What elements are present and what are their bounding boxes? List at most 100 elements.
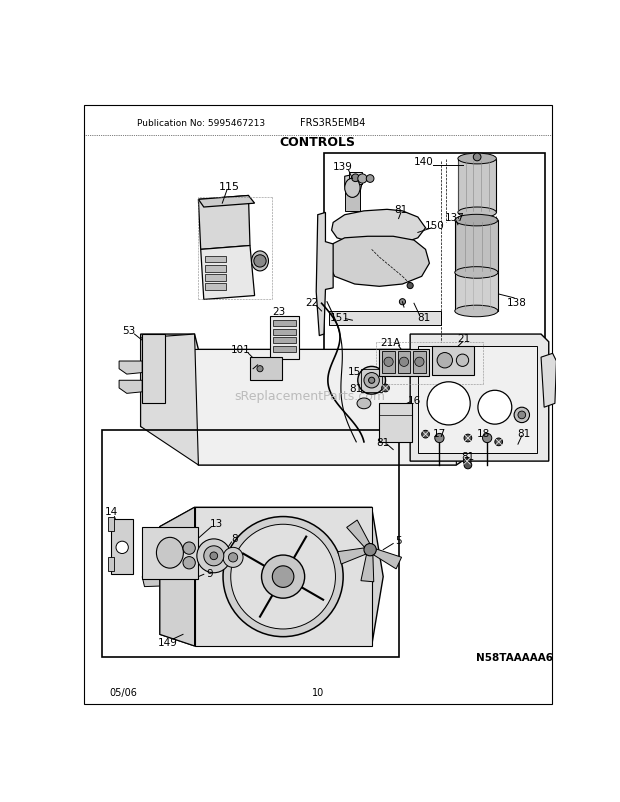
Polygon shape bbox=[327, 237, 430, 287]
Text: 81: 81 bbox=[518, 428, 531, 438]
Bar bbox=[345, 188, 360, 212]
Polygon shape bbox=[195, 508, 371, 646]
Text: 115: 115 bbox=[219, 182, 240, 192]
Ellipse shape bbox=[252, 252, 268, 272]
Text: 21: 21 bbox=[458, 334, 471, 343]
Bar bbox=[348, 173, 363, 184]
Circle shape bbox=[223, 517, 343, 637]
Bar bbox=[108, 557, 115, 572]
Polygon shape bbox=[361, 555, 374, 582]
Polygon shape bbox=[141, 334, 198, 465]
Bar bbox=[273, 321, 296, 327]
Bar bbox=[361, 369, 383, 392]
Circle shape bbox=[437, 353, 453, 368]
Bar bbox=[432, 346, 474, 375]
Text: 13: 13 bbox=[210, 518, 223, 528]
Circle shape bbox=[272, 566, 294, 588]
Circle shape bbox=[368, 378, 374, 384]
Text: 137: 137 bbox=[445, 213, 465, 223]
Circle shape bbox=[352, 175, 360, 182]
Text: sReplacementParts.com: sReplacementParts.com bbox=[234, 390, 386, 403]
Circle shape bbox=[435, 434, 444, 443]
Bar bbox=[108, 517, 115, 532]
Ellipse shape bbox=[455, 215, 498, 227]
Ellipse shape bbox=[458, 208, 497, 218]
Circle shape bbox=[478, 391, 512, 424]
Polygon shape bbox=[345, 175, 363, 195]
Bar bbox=[468, 154, 486, 162]
Circle shape bbox=[384, 358, 393, 367]
Ellipse shape bbox=[455, 267, 498, 279]
Text: 150: 150 bbox=[425, 221, 445, 230]
Text: 149: 149 bbox=[157, 638, 177, 647]
Bar bbox=[329, 311, 441, 326]
Circle shape bbox=[399, 358, 409, 367]
Text: 139: 139 bbox=[332, 162, 352, 172]
Circle shape bbox=[473, 154, 481, 162]
Bar bbox=[458, 160, 497, 213]
Circle shape bbox=[495, 439, 503, 446]
Text: 53: 53 bbox=[123, 326, 136, 336]
Circle shape bbox=[254, 255, 266, 268]
Bar bbox=[413, 351, 425, 373]
Bar bbox=[205, 284, 226, 291]
Text: CONTROLS: CONTROLS bbox=[280, 136, 356, 149]
Text: 15: 15 bbox=[348, 367, 361, 377]
Circle shape bbox=[210, 553, 218, 560]
Circle shape bbox=[257, 367, 263, 372]
Polygon shape bbox=[119, 362, 142, 375]
Circle shape bbox=[204, 546, 224, 566]
Text: 23: 23 bbox=[273, 306, 286, 317]
Text: 17: 17 bbox=[433, 428, 446, 438]
Polygon shape bbox=[338, 549, 366, 565]
Bar bbox=[270, 317, 299, 359]
Circle shape bbox=[422, 431, 430, 439]
Circle shape bbox=[364, 544, 376, 556]
Bar bbox=[273, 330, 296, 335]
Bar bbox=[379, 404, 412, 443]
Circle shape bbox=[518, 411, 526, 419]
Circle shape bbox=[407, 283, 413, 290]
Text: 22: 22 bbox=[305, 298, 318, 307]
Text: 101: 101 bbox=[231, 345, 250, 355]
Circle shape bbox=[262, 555, 304, 598]
Text: 8: 8 bbox=[231, 533, 238, 544]
Polygon shape bbox=[195, 350, 456, 465]
Bar bbox=[398, 351, 410, 373]
Circle shape bbox=[358, 367, 386, 395]
Text: 81: 81 bbox=[394, 205, 407, 215]
Polygon shape bbox=[141, 334, 479, 465]
Circle shape bbox=[456, 354, 469, 367]
Polygon shape bbox=[160, 508, 383, 646]
Circle shape bbox=[464, 435, 472, 443]
Bar bbox=[112, 519, 133, 574]
Bar bbox=[455, 273, 498, 311]
Polygon shape bbox=[198, 196, 250, 250]
Text: 14: 14 bbox=[105, 507, 118, 516]
Text: FRS3R5EMB4: FRS3R5EMB4 bbox=[301, 118, 366, 128]
Polygon shape bbox=[160, 508, 195, 646]
Text: 16: 16 bbox=[407, 395, 420, 405]
Circle shape bbox=[364, 373, 379, 388]
Bar bbox=[383, 351, 395, 373]
Bar bbox=[455, 221, 498, 273]
Text: 18: 18 bbox=[477, 428, 490, 438]
Text: 140: 140 bbox=[414, 156, 434, 167]
Circle shape bbox=[399, 299, 405, 306]
Ellipse shape bbox=[357, 399, 371, 409]
Polygon shape bbox=[541, 354, 556, 407]
Bar bbox=[418, 346, 537, 454]
Bar bbox=[102, 431, 399, 658]
Circle shape bbox=[427, 383, 470, 425]
Circle shape bbox=[415, 358, 424, 367]
Polygon shape bbox=[201, 246, 255, 300]
Bar bbox=[142, 527, 198, 579]
Circle shape bbox=[183, 542, 195, 555]
Circle shape bbox=[183, 557, 195, 569]
Circle shape bbox=[197, 539, 231, 573]
Circle shape bbox=[463, 458, 471, 465]
Text: Publication No: 5995467213: Publication No: 5995467213 bbox=[137, 119, 265, 128]
Circle shape bbox=[116, 541, 128, 554]
Polygon shape bbox=[119, 381, 142, 394]
Bar bbox=[324, 154, 545, 354]
